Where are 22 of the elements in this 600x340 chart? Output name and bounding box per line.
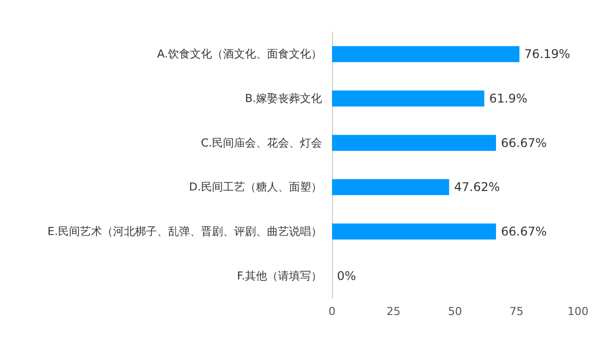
- y-tick-label: A.饮食文化（酒文化、面食文化）: [157, 48, 322, 61]
- bar: [332, 90, 484, 106]
- data-label: 66.67%: [501, 224, 547, 238]
- y-tick-label: D.民间工艺（糖人、面塑）: [189, 180, 322, 194]
- x-tick-label: 25: [386, 305, 400, 318]
- data-label: 66.67%: [501, 136, 547, 150]
- x-tick-label: 100: [568, 305, 588, 318]
- bar: [332, 224, 496, 240]
- x-tick-label: 0: [328, 305, 336, 318]
- x-tick-label: 75: [510, 305, 524, 318]
- data-label: 47.62%: [454, 180, 500, 194]
- bar: [332, 179, 450, 196]
- bar: [332, 134, 496, 151]
- data-label: 76.19%: [524, 47, 570, 62]
- y-tick-label: F.其他（请填写）: [236, 269, 322, 282]
- bar: [332, 46, 520, 62]
- y-tick-label: E.民间艺术（河北梆子、乱弹、晋剧、评剧、曲艺说唱）: [48, 225, 322, 238]
- x-tick-label: 50: [448, 305, 462, 318]
- y-tick-label: C.民间庙会、花会、灯会: [200, 136, 322, 150]
- data-label: 0%: [337, 268, 356, 283]
- y-tick-label: B.嫁娶丧葬文化: [244, 92, 322, 105]
- data-label: 61.9%: [489, 92, 528, 106]
